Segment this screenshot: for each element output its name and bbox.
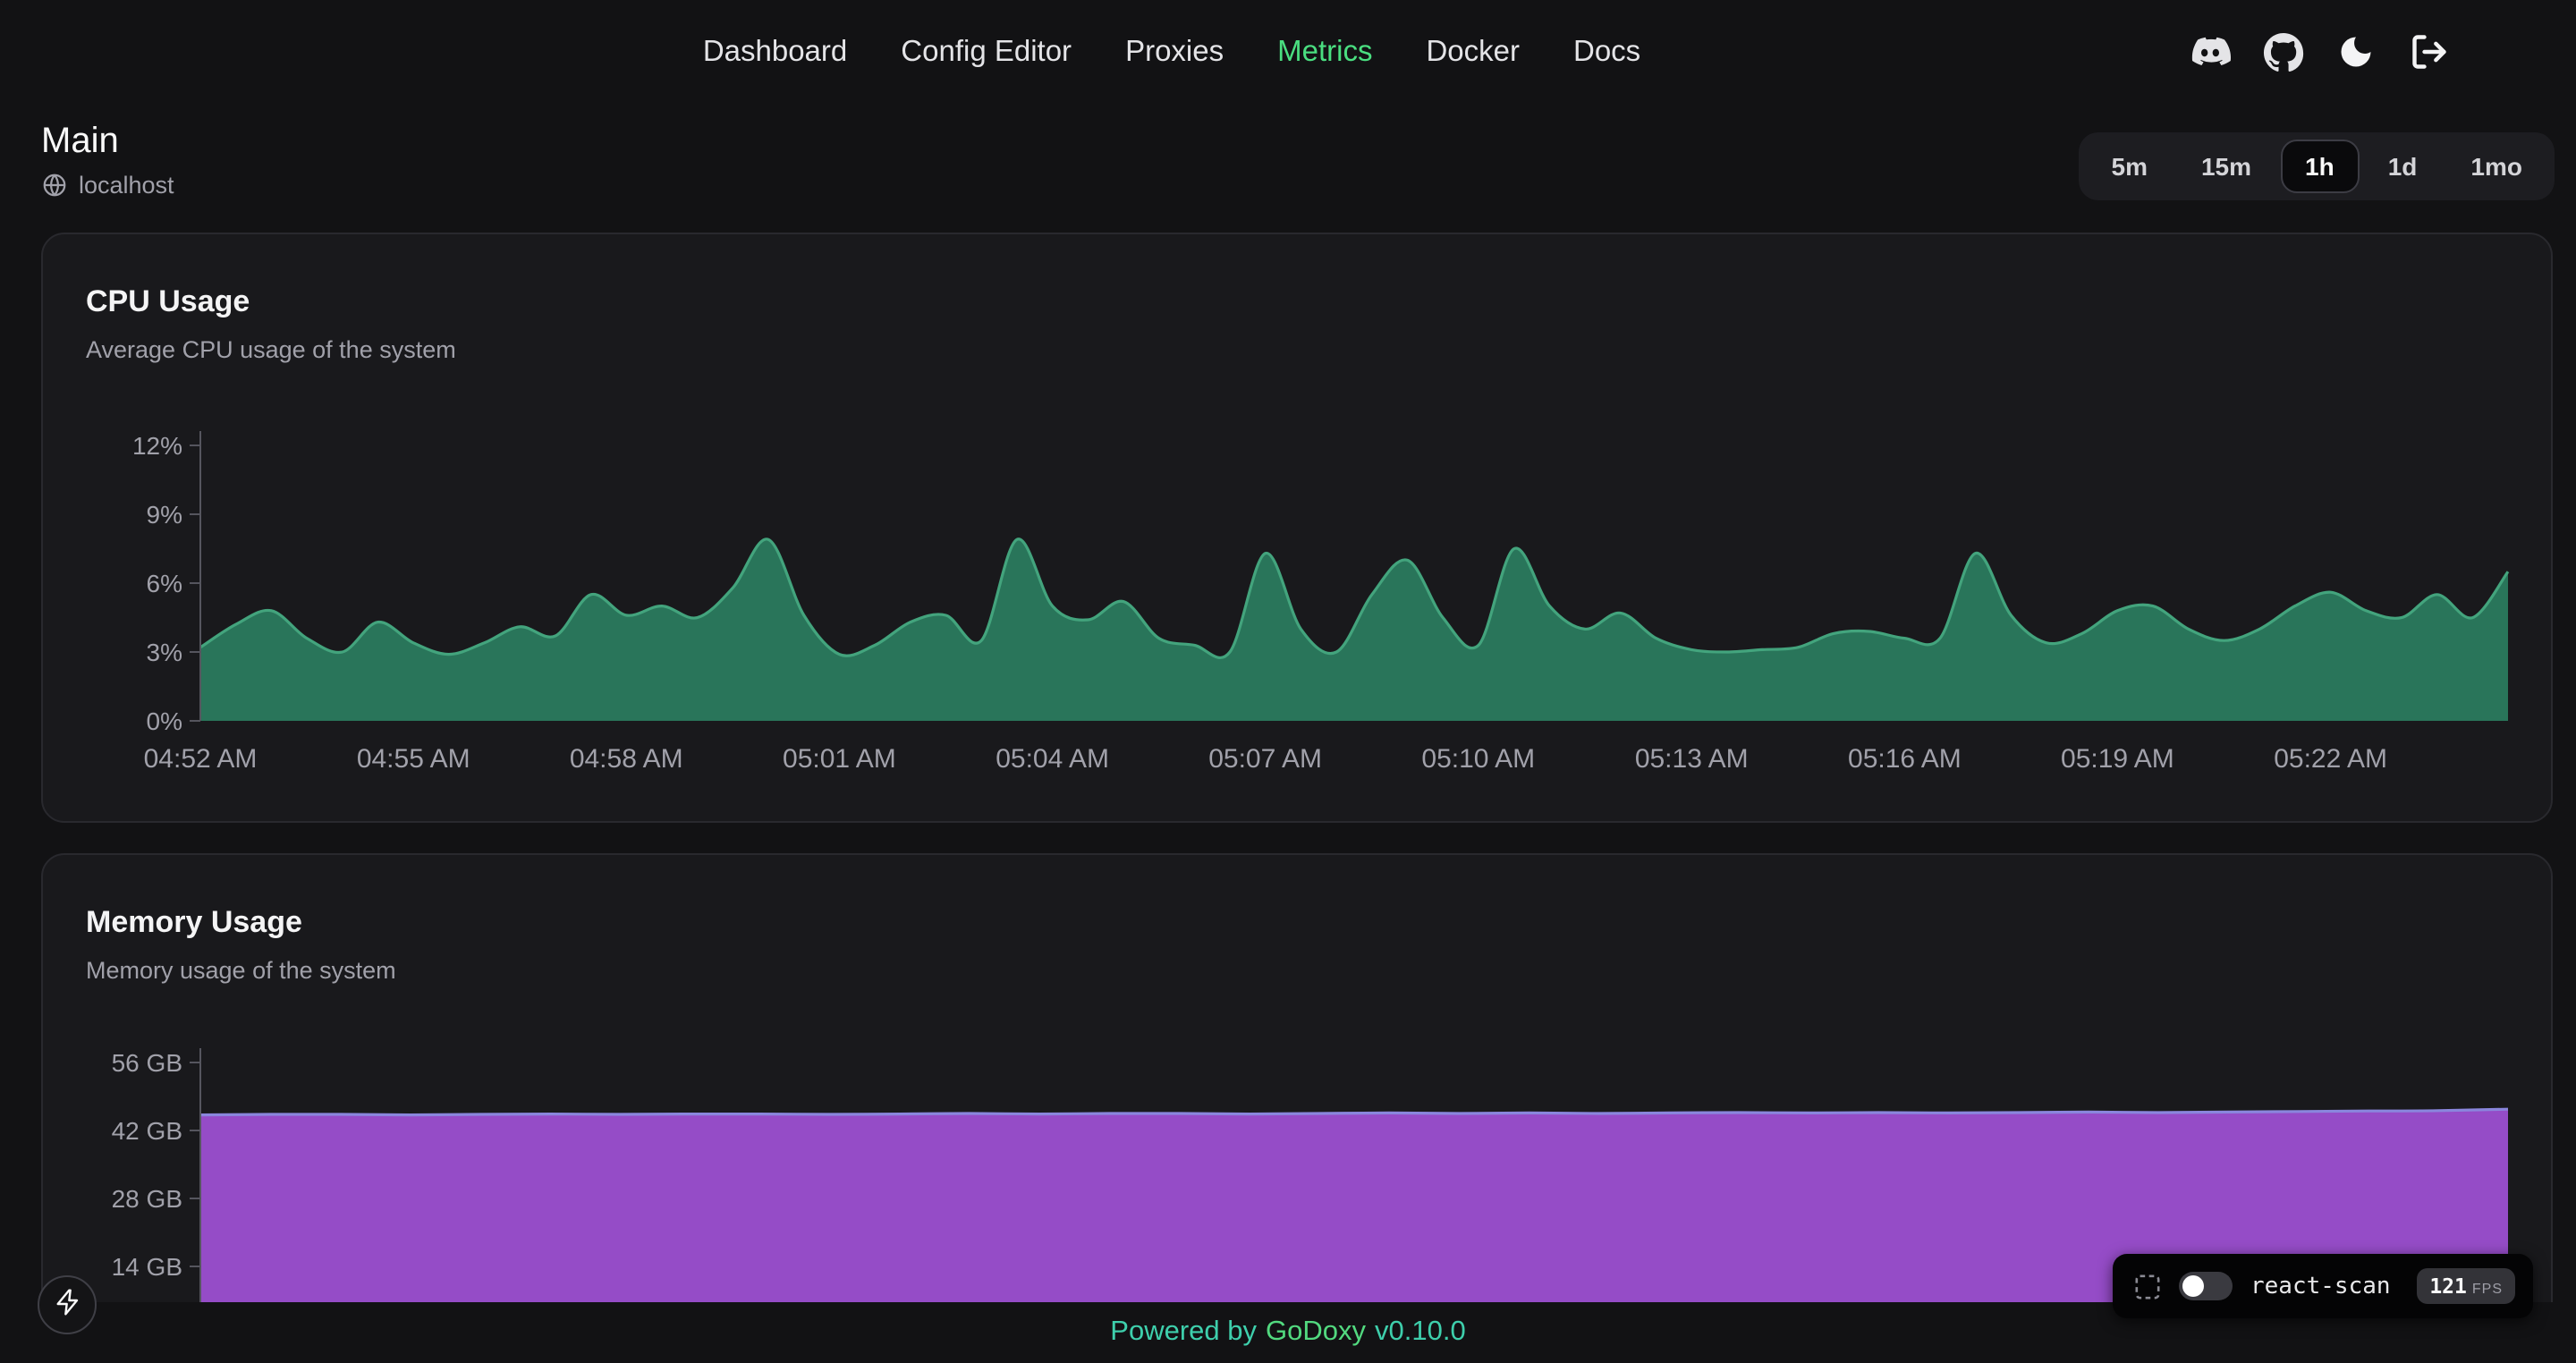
cpu-usage-chart: 0% 3% 6% 9% 12% 04:52 AM 04:55 AM 04:58 AM 05:01…	[86, 424, 2512, 785]
title-block: Main localhost	[41, 118, 2555, 199]
main-nav: Dashboard Config Editor Proxies Metrics …	[703, 0, 1640, 104]
svg-text:05:19 AM: 05:19 AM	[2061, 744, 2174, 774]
memory-card-subtitle: Memory usage of the system	[86, 957, 396, 984]
nav-config-editor[interactable]: Config Editor	[901, 35, 1072, 67]
svg-text:05:01 AM: 05:01 AM	[783, 744, 896, 774]
svg-text:6%: 6%	[147, 570, 182, 597]
discord-icon[interactable]	[2188, 30, 2231, 73]
page-header: Main localhost 5m 15m 1h 1d 1mo	[41, 118, 2555, 225]
theme-toggle-moon-icon[interactable]	[2334, 30, 2377, 73]
svg-text:04:52 AM: 04:52 AM	[144, 744, 258, 774]
toggle-knob	[2182, 1275, 2204, 1297]
hostname-row: localhost	[41, 172, 2555, 199]
godoxy-link[interactable]: GoDoxy	[1266, 1316, 1366, 1347]
nav-docs[interactable]: Docs	[1573, 35, 1641, 67]
svg-text:14 GB: 14 GB	[112, 1253, 182, 1281]
page-title: Main	[41, 122, 119, 161]
range-option-5m[interactable]: 5m	[2087, 140, 2173, 193]
cpu-card-title: CPU Usage	[86, 284, 250, 318]
inspect-icon[interactable]	[2134, 1273, 2161, 1300]
nav-metrics[interactable]: Metrics	[1277, 35, 1373, 67]
nav-proxies[interactable]: Proxies	[1125, 35, 1224, 67]
range-option-15m[interactable]: 15m	[2176, 140, 2276, 193]
memory-card-title: Memory Usage	[86, 905, 302, 939]
svg-text:05:10 AM: 05:10 AM	[1421, 744, 1535, 774]
lightning-bolt-icon	[53, 1288, 81, 1322]
svg-text:12%: 12%	[132, 432, 182, 460]
cpu-card-subtitle: Average CPU usage of the system	[86, 336, 456, 363]
svg-text:3%: 3%	[147, 639, 182, 666]
metrics-content: CPU Usage Average CPU usage of the syste…	[41, 233, 2553, 1363]
range-option-1d[interactable]: 1d	[2363, 140, 2443, 193]
nav-dashboard[interactable]: Dashboard	[702, 35, 848, 67]
fps-unit: FPS	[2471, 1281, 2503, 1297]
svg-text:56 GB: 56 GB	[112, 1049, 182, 1077]
range-option-1h[interactable]: 1h	[2280, 140, 2360, 193]
time-range-selector: 5m 15m 1h 1d 1mo	[2079, 132, 2555, 200]
version-label: v0.10.0	[1375, 1316, 1466, 1347]
quick-actions-button[interactable]	[38, 1275, 97, 1334]
fps-badge: 121 FPS	[2417, 1268, 2515, 1304]
react-scan-label: react-scan	[2250, 1273, 2391, 1300]
svg-text:05:07 AM: 05:07 AM	[1208, 744, 1322, 774]
svg-text:04:55 AM: 04:55 AM	[357, 744, 470, 774]
hostname-label: localhost	[79, 172, 174, 199]
powered-by-label: Powered by	[1110, 1316, 1257, 1347]
header-icon-group	[2188, 0, 2451, 104]
logout-icon[interactable]	[2408, 30, 2451, 73]
svg-text:28 GB: 28 GB	[112, 1185, 182, 1213]
svg-text:0%: 0%	[147, 707, 182, 735]
range-option-1mo[interactable]: 1mo	[2445, 140, 2547, 193]
svg-text:42 GB: 42 GB	[112, 1117, 182, 1145]
memory-usage-card: Memory Usage Memory usage of the system …	[41, 853, 2553, 1363]
memory-usage-chart: 14 GB 28 GB 42 GB 56 GB	[86, 1045, 2512, 1363]
svg-text:05:16 AM: 05:16 AM	[1848, 744, 1962, 774]
react-scan-toggle[interactable]	[2179, 1272, 2233, 1300]
cpu-usage-card: CPU Usage Average CPU usage of the syste…	[41, 233, 2553, 823]
globe-icon	[41, 172, 68, 199]
github-icon[interactable]	[2261, 30, 2304, 73]
svg-text:04:58 AM: 04:58 AM	[570, 744, 683, 774]
top-navigation-bar: Dashboard Config Editor Proxies Metrics …	[0, 0, 2576, 104]
nav-docker[interactable]: Docker	[1426, 35, 1520, 67]
fps-value: 121	[2429, 1274, 2467, 1299]
svg-text:05:04 AM: 05:04 AM	[996, 744, 1109, 774]
svg-text:05:13 AM: 05:13 AM	[1635, 744, 1749, 774]
svg-text:9%: 9%	[147, 501, 182, 529]
react-scan-widget: react-scan 121 FPS	[2113, 1254, 2533, 1318]
svg-text:05:22 AM: 05:22 AM	[2274, 744, 2387, 774]
